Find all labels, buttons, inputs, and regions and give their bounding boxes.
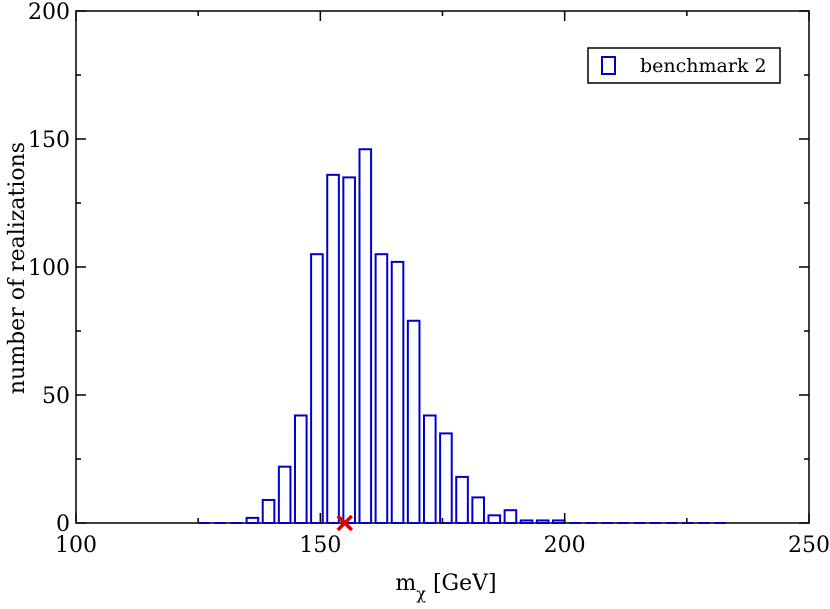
x-axis-label-subscript: χ: [416, 584, 426, 603]
histogram-bar: [310, 253, 324, 524]
histogram-bar: [390, 260, 405, 524]
x-axis-label-unit: [GeV]: [426, 571, 497, 596]
y-tick-label: 150: [28, 128, 70, 153]
y-tick-label: 200: [28, 0, 70, 25]
histogram-bar: [293, 414, 308, 525]
y-tick-label: 0: [56, 512, 70, 537]
y-axis-label: number of realizations: [5, 142, 30, 394]
histogram-bar: [422, 414, 437, 525]
histogram-bar: [551, 519, 566, 525]
x-tick-label: 200: [544, 533, 586, 558]
axis-labels: mχ [GeV] number of realizations: [5, 142, 497, 603]
histogram-bar: [326, 173, 340, 524]
y-tick-label: 100: [28, 256, 70, 281]
marker-stroke: [336, 514, 354, 532]
legend-swatch: [601, 56, 616, 75]
legend: benchmark 2: [587, 47, 781, 84]
x-tick-label: 100: [55, 533, 97, 558]
histogram-bar: [471, 496, 485, 524]
x-axis-label: mχ [GeV]: [395, 571, 496, 603]
histogram-bar: [277, 465, 292, 524]
histogram-bar: [358, 148, 373, 525]
histogram-bar: [535, 519, 550, 525]
plot-area: [75, 10, 810, 524]
histogram-bar: [342, 176, 356, 524]
histogram-bar: [439, 432, 453, 524]
histogram-bar: [519, 519, 534, 525]
legend-label: benchmark 2: [640, 55, 767, 77]
y-tick-label: 50: [42, 384, 70, 409]
histogram-bar: [487, 514, 502, 525]
histogram-bar: [245, 516, 260, 525]
x-axis-label-main: m: [395, 571, 416, 596]
histogram-bar: [374, 253, 389, 524]
ticks: 100 150 200 250 0 50 100 150 200: [28, 0, 830, 558]
histogram-bar: [406, 319, 421, 525]
reference-marker: [336, 514, 354, 532]
legend-box: [587, 47, 781, 84]
x-tick-label: 150: [299, 533, 341, 558]
histogram-bar: [455, 475, 469, 525]
histogram-bars: [198, 148, 726, 525]
histogram-bar: [261, 498, 276, 524]
x-tick-label: 250: [788, 533, 830, 558]
histogram-bar: [503, 509, 518, 525]
plot-frame: [75, 10, 810, 524]
